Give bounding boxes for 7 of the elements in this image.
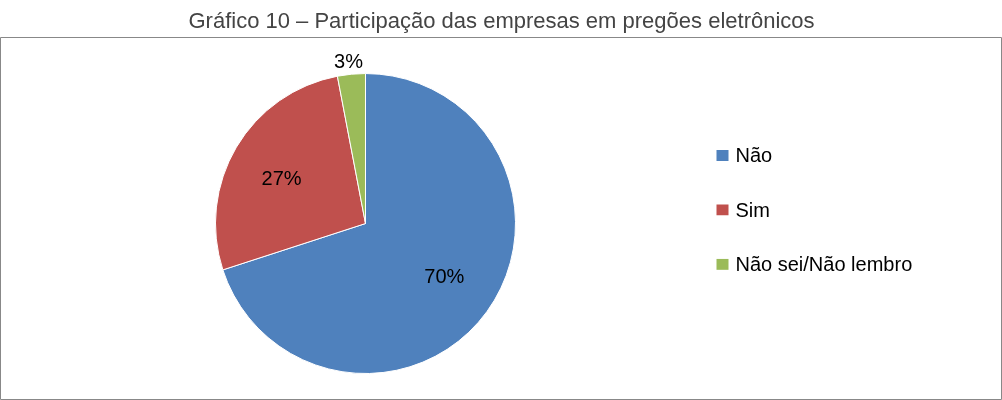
chart-title: Gráfico 10 – Participação das empresas em pregões eletrônicos — [188, 7, 815, 33]
data-label: 27% — [261, 167, 302, 190]
legend-label: Não — [735, 144, 773, 167]
legend-label: Não sei/Não lembro — [735, 253, 913, 276]
legend-label: Sim — [735, 198, 770, 221]
data-label: 70% — [424, 264, 465, 287]
data-label: 3% — [334, 49, 364, 72]
